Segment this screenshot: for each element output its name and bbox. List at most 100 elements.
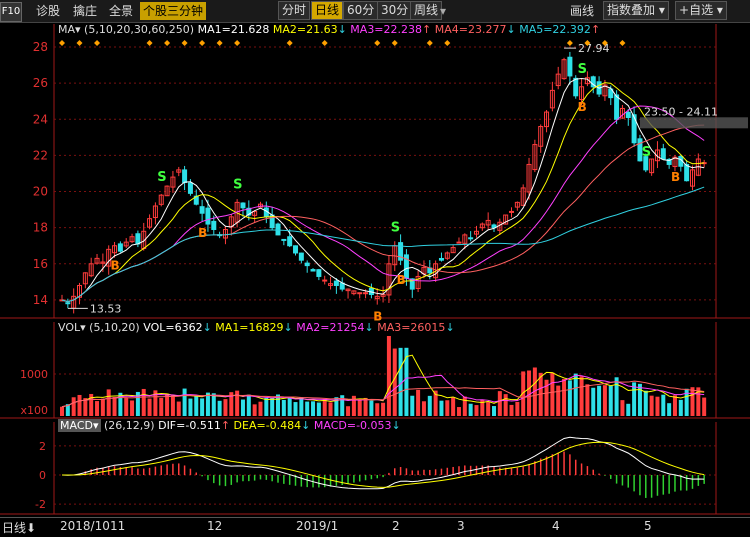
- candle-body: [205, 207, 211, 225]
- volume-bar: [77, 394, 82, 416]
- candle-body: [345, 288, 351, 292]
- period-intraday[interactable]: 分时: [278, 1, 311, 20]
- vol-tick-label: 1000: [20, 368, 48, 381]
- signal-diamond: [146, 40, 153, 46]
- volume-bar: [351, 395, 356, 416]
- period-30min[interactable]: 30分: [377, 1, 413, 20]
- down-arrow-icon: ↓: [283, 321, 293, 334]
- volume-bar: [597, 385, 602, 416]
- candle-body: [316, 269, 322, 277]
- signal-diamond: [76, 40, 83, 46]
- candle-body: [164, 185, 170, 197]
- vol-label[interactable]: VOL: [58, 321, 81, 334]
- macd-params: (26,12,9): [104, 419, 155, 432]
- vol-value: VOL=6362: [143, 321, 203, 334]
- candle-body: [94, 257, 100, 264]
- volume-bar: [661, 394, 666, 416]
- candle-body: [351, 290, 357, 295]
- dea-line: [61, 441, 705, 488]
- volume-bar: [100, 398, 105, 416]
- three-minute-tab[interactable]: 个股三分钟: [140, 2, 207, 20]
- candle-body: [322, 279, 328, 282]
- candle-body: [275, 223, 281, 236]
- ma-line: [61, 77, 705, 303]
- candle-body: [246, 207, 252, 216]
- candle-body: [485, 219, 491, 226]
- date-label: 5: [644, 519, 652, 533]
- candle-body: [88, 263, 94, 277]
- volume-bar: [89, 393, 94, 416]
- candle-body: [158, 194, 164, 205]
- volume-bar: [509, 404, 514, 416]
- volume-bar: [637, 383, 642, 416]
- candle-body: [456, 241, 462, 244]
- date-axis-bar: 日线⬇ 2018/10 11 12 2019/1 2 3 4 5: [0, 517, 750, 537]
- watchlist-button[interactable]: +自选 ▾: [675, 1, 727, 20]
- price-range-label: 23.50 - 24.11: [644, 105, 718, 118]
- signal-diamond: [164, 40, 171, 46]
- candle-body: [509, 210, 515, 213]
- volume-bar: [690, 387, 695, 416]
- candle-body: [357, 292, 363, 295]
- period-weekly[interactable]: 周线: [410, 1, 443, 20]
- ma-line: [61, 186, 705, 303]
- volume-bar: [381, 402, 386, 416]
- candle-body: [252, 210, 258, 216]
- candle-body: [660, 148, 666, 160]
- candle-body: [625, 111, 631, 118]
- low-price-label: 13.53: [90, 302, 122, 315]
- volume-bar: [159, 397, 164, 416]
- volume-bar: [264, 397, 269, 416]
- volume-bar: [363, 397, 368, 416]
- period-60min[interactable]: 60分: [343, 1, 379, 20]
- candle-body: [187, 182, 193, 194]
- volume-bar: [585, 384, 590, 416]
- f10-button[interactable]: F10: [0, 2, 22, 22]
- ma-label[interactable]: MA: [58, 23, 76, 36]
- ma4-value: MA4=23.277: [434, 23, 507, 36]
- vol-ma-line: [61, 354, 705, 408]
- volume-bar: [632, 382, 637, 416]
- signal-diamond: [234, 40, 241, 46]
- diagnose-tab[interactable]: 诊股: [36, 4, 61, 18]
- candle-body: [649, 158, 655, 174]
- volume-bar: [462, 396, 467, 416]
- candle-body: [637, 138, 643, 162]
- candle-body: [112, 245, 118, 254]
- candle-body: [473, 230, 479, 235]
- candle-body: [491, 224, 497, 229]
- draw-line-button[interactable]: 画线: [570, 4, 595, 18]
- period-dropdown-icon[interactable]: ▾: [440, 4, 447, 18]
- vol-dropdown-icon[interactable]: ▾: [80, 321, 86, 334]
- index-overlay-button[interactable]: 指数叠加 ▾: [603, 1, 669, 20]
- volume-bar: [95, 401, 100, 416]
- watchlist-label: 自选: [689, 3, 714, 17]
- period-daily[interactable]: 日线: [311, 1, 344, 20]
- macd-selector[interactable]: MACD▾: [58, 419, 101, 432]
- candle-body: [590, 76, 596, 88]
- candle-body: [65, 302, 71, 305]
- ma-dropdown-icon[interactable]: ▾: [75, 23, 81, 36]
- price-tick-label: 28: [33, 40, 48, 54]
- candle-body: [386, 263, 392, 296]
- candle-body: [520, 187, 526, 206]
- volume-bar: [252, 404, 257, 416]
- overview-tab[interactable]: 全景: [109, 4, 134, 18]
- vol-ma2-value: MA2=21254: [296, 321, 365, 334]
- volume-bar: [170, 395, 175, 416]
- candle-body: [152, 205, 158, 219]
- volume-bar: [421, 401, 426, 416]
- candle-body: [129, 236, 135, 243]
- plus-icon: +: [679, 3, 690, 17]
- signal-diamond: [374, 40, 381, 46]
- down-arrow-icon: ↓: [202, 321, 212, 334]
- period-switch-button[interactable]: 日线⬇: [2, 519, 36, 536]
- volume-bar: [71, 397, 76, 416]
- volume-bar: [427, 395, 432, 416]
- banker-tab[interactable]: 擒庄: [73, 4, 98, 18]
- down-arrow-icon: ↓: [445, 321, 455, 334]
- candle-body: [579, 86, 585, 100]
- signal-diamond: [444, 40, 451, 46]
- candle-body: [310, 269, 316, 272]
